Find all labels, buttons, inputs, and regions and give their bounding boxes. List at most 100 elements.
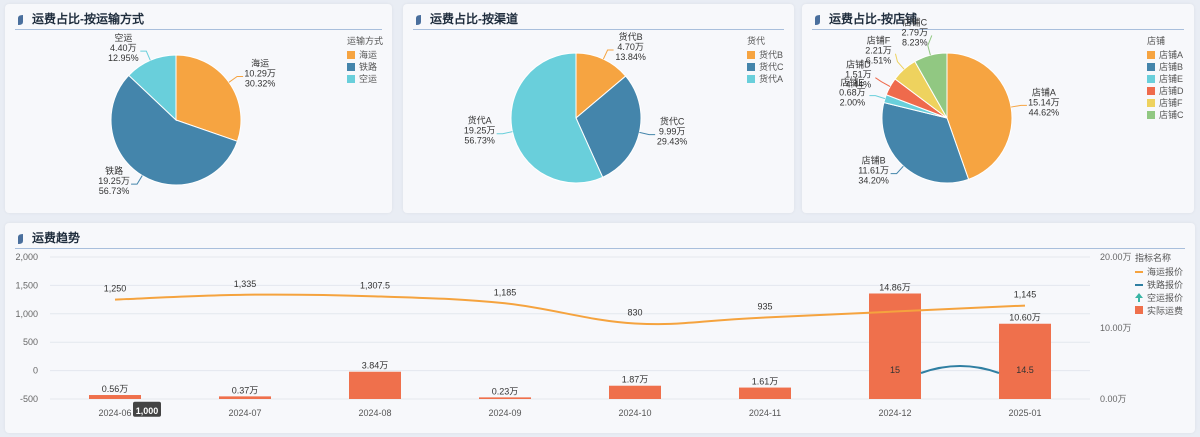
legend-swatch[interactable]	[1147, 75, 1155, 83]
pie-label-line	[894, 53, 905, 70]
legend-swatch[interactable]	[1147, 63, 1155, 71]
legend-title: 运输方式	[347, 35, 383, 46]
legend-item[interactable]: 海运	[359, 49, 377, 60]
x-axis-tick: 2024-11	[749, 408, 781, 418]
legend-item[interactable]: 店铺C	[1159, 109, 1184, 120]
bar[interactable]	[479, 397, 531, 399]
panel-title: 运费趋势	[32, 231, 81, 245]
right-axis-tick: 20.00万	[1100, 252, 1132, 262]
legend-item[interactable]: 空运	[359, 73, 377, 84]
bar[interactable]	[999, 323, 1051, 399]
pie-slice[interactable]	[510, 52, 604, 184]
x-axis-tick: 2024-06	[98, 408, 131, 418]
pie-label-line	[639, 131, 656, 136]
bar[interactable]	[349, 371, 401, 399]
legend-swatch[interactable]	[347, 63, 355, 71]
line-point-label: 1,335	[234, 279, 257, 289]
series-line-rail[interactable]	[920, 365, 1000, 374]
legend-swatch[interactable]	[347, 75, 355, 83]
bar-label: 1.61万	[752, 377, 779, 387]
bar-label: 0.37万	[232, 385, 259, 395]
legend-title: 货代	[747, 35, 765, 46]
transport-pie-chart: 海运 10.29万 30.32% 铁路 19.25万 56.73% 空运 4.40万 12.95…	[98, 32, 383, 196]
legend-item[interactable]: 海运报价	[1147, 266, 1183, 277]
legend-swatch[interactable]	[1147, 99, 1155, 107]
pie-slice[interactable]	[110, 74, 239, 186]
left-axis-tick: 0	[33, 366, 38, 376]
pie-slice-label: 店铺E 0.68万 2.00%	[839, 77, 866, 108]
line-point-label: 1,185	[494, 287, 517, 297]
pie-slice-label: 店铺B 11.61万 34.20%	[858, 155, 889, 186]
legend-item[interactable]: 货代B	[759, 49, 783, 60]
legend-swatch[interactable]	[1147, 51, 1155, 59]
pie-slice-label: 空运 4.40万 12.95%	[108, 32, 139, 63]
pie-slice[interactable]	[881, 101, 970, 184]
right-axis-tick: 10.00万	[1100, 323, 1132, 333]
pie-label-line	[1010, 104, 1027, 108]
legend-swatch[interactable]	[747, 75, 755, 83]
legend-item[interactable]: 实际运费	[1147, 305, 1183, 316]
store-panel: 运费占比-按店铺 店铺A 15.14万 44.62% 店铺B 11.61万 34.20% 店…	[802, 4, 1194, 213]
line-point-label: 935	[757, 301, 772, 311]
bar-label: 0.23万	[492, 386, 519, 396]
bar[interactable]	[739, 387, 791, 399]
legend-swatch[interactable]	[747, 51, 755, 59]
x-axis-tick: 2024-08	[358, 408, 391, 418]
x-axis-tick: 2024-12	[878, 408, 911, 418]
legend-item[interactable]: 店铺E	[1159, 73, 1183, 84]
legend-swatch[interactable]	[1135, 306, 1143, 314]
legend-title: 店铺	[1147, 35, 1165, 46]
pie-slice-label: 货代A 19.25万 56.73%	[464, 115, 496, 146]
bar[interactable]	[219, 396, 271, 399]
legend-item[interactable]: 店铺B	[1159, 61, 1183, 72]
x-axis-tick: 2025-01	[1008, 408, 1041, 418]
line-point-label: 15	[890, 365, 900, 375]
panel-title: 运费占比-按运输方式	[32, 12, 144, 26]
pie-label-line	[131, 175, 143, 185]
line-point-label: 1,250	[104, 284, 127, 294]
tooltip-text: 1,000	[136, 406, 159, 416]
legend-swatch[interactable]	[1147, 111, 1155, 119]
x-axis-tick: 2024-09	[488, 408, 521, 418]
panel-title: 运费占比-按渠道	[430, 12, 518, 26]
panel-title-icon	[17, 13, 25, 25]
trend-combo-chart: 2,000 1,500 1,000 500 0 -500 20.00万 10.00万 0.00万…	[15, 252, 1183, 418]
bar[interactable]	[89, 395, 141, 399]
transport-panel: 运费占比-按运输方式 海运 10.29万 30.32% 铁路 19.25万 56.73% 空…	[5, 4, 392, 213]
x-axis-tick: 2024-07	[228, 408, 261, 418]
legend-item[interactable]: 货代A	[759, 73, 783, 84]
pie-slice-label: 海运 10.29万 30.32%	[244, 58, 276, 89]
legend-swatch[interactable]	[1135, 293, 1143, 302]
panel-title-icon	[814, 13, 822, 25]
right-axis-tick: 0.00万	[1100, 394, 1127, 404]
pie-label-line	[496, 131, 513, 135]
legend-item[interactable]: 铁路	[359, 61, 377, 72]
legend-swatch[interactable]	[347, 51, 355, 59]
legend-swatch[interactable]	[747, 63, 755, 71]
bar[interactable]	[869, 293, 921, 399]
line-point-label: 830	[627, 307, 642, 317]
legend-swatch[interactable]	[1147, 87, 1155, 95]
legend-item[interactable]: 空运报价	[1147, 292, 1183, 303]
panel-header: 运费占比-按运输方式	[15, 8, 382, 30]
x-axis-tick: 2024-10	[618, 408, 651, 418]
panel-title: 运费占比-按店铺	[829, 12, 917, 26]
panel-header: 运费占比-按渠道	[413, 8, 784, 30]
bar-label: 10.60万	[1009, 313, 1041, 323]
legend-item[interactable]: 店铺A	[1159, 49, 1183, 60]
store-pie-chart: 店铺A 15.14万 44.62% 店铺B 11.61万 34.20% 店铺E 0.68万 2.…	[839, 16, 1184, 186]
bar[interactable]	[609, 385, 661, 399]
channel-pie-chart: 货代B 4.70万 13.84% 货代C 9.99万 29.43% 货代A 19.25万 56.…	[464, 31, 784, 184]
pie-slice-label: 铁路 19.25万 56.73%	[98, 165, 130, 196]
pie-slice[interactable]	[575, 75, 642, 178]
legend-item[interactable]: 铁路报价	[1147, 279, 1183, 290]
series-line-sea[interactable]	[114, 293, 1026, 326]
legend-item[interactable]: 店铺F	[1159, 97, 1183, 108]
pie-slice[interactable]	[175, 54, 242, 142]
legend-item[interactable]: 货代C	[759, 61, 784, 72]
legend-item[interactable]: 店铺D	[1159, 85, 1184, 96]
trend-panel: 运费趋势 2,000 1,500 1,000 500 0 -500 20.00万 10.00万…	[5, 223, 1195, 433]
pie-slice[interactable]	[575, 52, 627, 120]
pie-slice-label: 货代C 9.99万 29.43%	[657, 116, 688, 147]
panel-title-icon	[415, 13, 423, 25]
